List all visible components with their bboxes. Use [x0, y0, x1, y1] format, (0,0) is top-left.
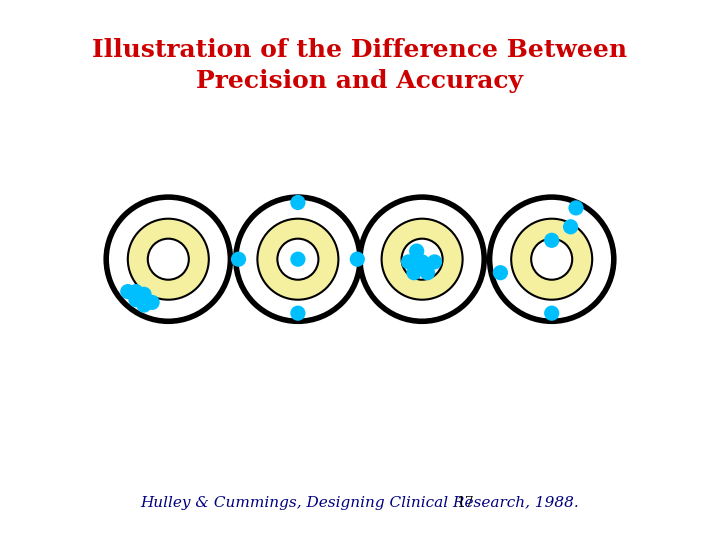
Point: [403, 258, 415, 266]
Point: [122, 287, 134, 296]
Point: [130, 287, 142, 296]
Circle shape: [382, 219, 463, 300]
Point: [411, 247, 423, 255]
Point: [292, 198, 304, 207]
Circle shape: [277, 239, 318, 280]
Point: [408, 268, 420, 277]
Circle shape: [360, 197, 485, 321]
Point: [138, 301, 150, 309]
Circle shape: [128, 219, 209, 300]
Circle shape: [148, 239, 189, 280]
Text: Illustration of the Difference Between
Precision and Accuracy: Illustration of the Difference Between P…: [92, 38, 628, 93]
Circle shape: [531, 239, 572, 280]
Circle shape: [258, 219, 338, 300]
Point: [429, 258, 441, 266]
Circle shape: [402, 239, 443, 280]
Point: [146, 298, 158, 307]
Point: [546, 309, 557, 318]
Point: [565, 222, 577, 231]
Circle shape: [490, 197, 614, 321]
Point: [130, 295, 142, 304]
Circle shape: [107, 197, 230, 321]
Circle shape: [235, 197, 360, 321]
Circle shape: [511, 219, 593, 300]
Point: [416, 258, 428, 266]
Point: [292, 255, 304, 264]
Point: [233, 255, 244, 264]
Point: [495, 268, 506, 277]
Point: [546, 236, 557, 245]
Text: Hulley & Cummings, ​Designing Clinical Research​, 1988.: Hulley & Cummings, ​Designing Clinical R…: [140, 496, 580, 510]
Point: [351, 255, 363, 264]
Point: [292, 309, 304, 318]
Text: 17: 17: [456, 496, 474, 510]
Point: [570, 204, 582, 212]
Point: [138, 290, 150, 299]
Point: [422, 268, 433, 277]
